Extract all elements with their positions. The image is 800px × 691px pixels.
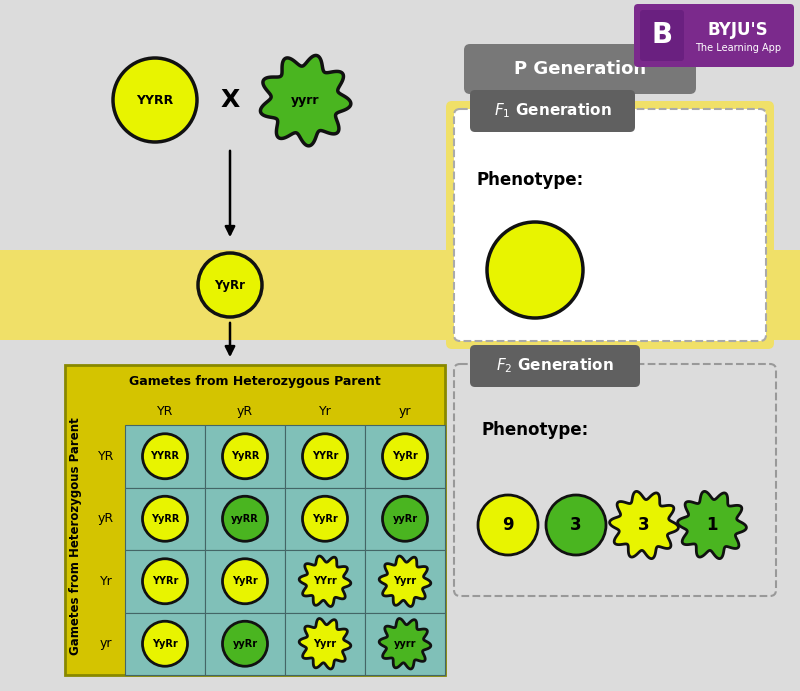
Text: yR: yR: [237, 404, 253, 417]
Circle shape: [142, 559, 187, 604]
Bar: [65, 365, 445, 675]
Text: Phenotype:: Phenotype:: [476, 171, 584, 189]
Bar: [205, 550, 285, 612]
Text: Yyrr: Yyrr: [394, 576, 417, 586]
Text: 3: 3: [638, 516, 650, 534]
Circle shape: [142, 496, 187, 541]
Text: yr: yr: [100, 637, 112, 650]
Text: yyRR: yyRR: [231, 513, 259, 524]
Polygon shape: [678, 491, 746, 558]
Bar: [125, 612, 205, 675]
FancyBboxPatch shape: [640, 10, 684, 61]
Text: Yr: Yr: [318, 404, 331, 417]
Text: YyRr: YyRr: [214, 278, 246, 292]
FancyBboxPatch shape: [454, 109, 766, 341]
Text: yR: yR: [98, 512, 114, 525]
Text: Gametes from Heterozygous Parent: Gametes from Heterozygous Parent: [70, 417, 82, 655]
Circle shape: [222, 621, 267, 666]
FancyBboxPatch shape: [634, 4, 794, 67]
Text: YR: YR: [98, 450, 114, 463]
Text: YyRR: YyRR: [231, 451, 259, 462]
Circle shape: [382, 496, 427, 541]
Polygon shape: [379, 618, 430, 669]
Text: YyRr: YyRr: [232, 576, 258, 586]
Text: yyRr: yyRr: [393, 513, 418, 524]
Circle shape: [142, 621, 187, 666]
Bar: [285, 487, 365, 550]
Text: Phenotype:: Phenotype:: [482, 421, 589, 439]
Bar: [125, 487, 205, 550]
Polygon shape: [299, 618, 350, 669]
Bar: [205, 487, 285, 550]
Bar: [205, 425, 285, 487]
Bar: [365, 550, 445, 612]
Circle shape: [302, 496, 347, 541]
Circle shape: [222, 496, 267, 541]
Text: YYrr: YYrr: [313, 576, 337, 586]
FancyBboxPatch shape: [470, 90, 635, 132]
Bar: [125, 550, 205, 612]
Text: The Learning App: The Learning App: [695, 43, 781, 53]
Circle shape: [142, 434, 187, 479]
Text: BYJU'S: BYJU'S: [708, 21, 768, 39]
FancyBboxPatch shape: [464, 44, 696, 94]
Circle shape: [222, 559, 267, 604]
Text: $\mathit{F}_2$ Generation: $\mathit{F}_2$ Generation: [496, 357, 614, 375]
Text: X: X: [220, 88, 240, 112]
Polygon shape: [610, 491, 678, 558]
Polygon shape: [299, 556, 350, 607]
Circle shape: [546, 495, 606, 555]
Text: YYRR: YYRR: [136, 93, 174, 106]
Text: YR: YR: [157, 404, 173, 417]
Text: B: B: [651, 21, 673, 49]
FancyBboxPatch shape: [470, 345, 640, 387]
Text: YyRr: YyRr: [392, 451, 418, 462]
Text: Yyrr: Yyrr: [314, 638, 337, 649]
Circle shape: [478, 495, 538, 555]
Text: YYRR: YYRR: [150, 451, 179, 462]
Text: YyRr: YyRr: [152, 638, 178, 649]
Bar: [125, 425, 205, 487]
Text: P Generation: P Generation: [514, 60, 646, 78]
Text: 9: 9: [502, 516, 514, 534]
Text: 3: 3: [570, 516, 582, 534]
Circle shape: [302, 434, 347, 479]
Text: yyRr: yyRr: [233, 638, 258, 649]
Text: YYRr: YYRr: [312, 451, 338, 462]
Circle shape: [113, 58, 197, 142]
Text: YyRr: YyRr: [312, 513, 338, 524]
Circle shape: [382, 434, 427, 479]
Text: 1: 1: [706, 516, 718, 534]
Text: yr: yr: [398, 404, 411, 417]
Bar: [365, 487, 445, 550]
FancyBboxPatch shape: [454, 364, 776, 596]
Bar: [365, 425, 445, 487]
Text: Yr: Yr: [100, 575, 112, 588]
Text: YyRR: YyRR: [151, 513, 179, 524]
Bar: [205, 612, 285, 675]
Bar: [285, 550, 365, 612]
Text: $\mathit{F}_1$ Generation: $\mathit{F}_1$ Generation: [494, 102, 611, 120]
Text: YYRr: YYRr: [152, 576, 178, 586]
Bar: [365, 612, 445, 675]
Polygon shape: [261, 55, 351, 146]
Text: Gametes from Heterozygous Parent: Gametes from Heterozygous Parent: [129, 375, 381, 388]
Bar: [0, 250, 800, 340]
Circle shape: [222, 434, 267, 479]
Circle shape: [198, 253, 262, 317]
Polygon shape: [379, 556, 430, 607]
FancyBboxPatch shape: [446, 101, 774, 349]
Text: yyrr: yyrr: [290, 93, 319, 106]
Text: yyrr: yyrr: [394, 638, 416, 649]
Circle shape: [487, 222, 583, 318]
Bar: [285, 612, 365, 675]
Bar: [285, 425, 365, 487]
